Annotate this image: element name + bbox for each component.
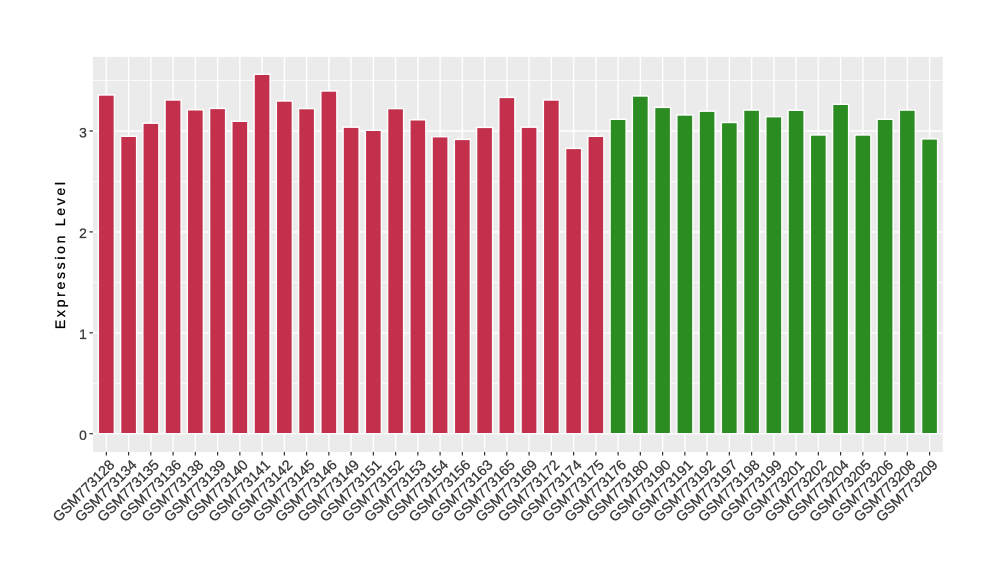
svg-text:Expression Level: Expression Level xyxy=(52,179,68,329)
svg-text:0: 0 xyxy=(79,428,87,443)
svg-text:1: 1 xyxy=(79,327,87,342)
svg-text:3: 3 xyxy=(79,125,87,140)
svg-text:2: 2 xyxy=(79,226,87,241)
